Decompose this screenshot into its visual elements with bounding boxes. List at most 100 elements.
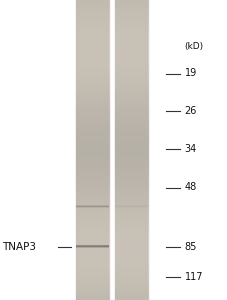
Bar <box>115 125 148 130</box>
Text: 26: 26 <box>184 106 196 116</box>
Bar <box>76 60 109 65</box>
Bar <box>115 275 148 280</box>
Bar <box>115 215 148 220</box>
Bar <box>76 35 109 40</box>
Bar <box>115 35 148 40</box>
Bar <box>76 280 109 285</box>
Bar <box>76 65 109 70</box>
Bar <box>115 60 148 65</box>
Bar <box>76 165 109 170</box>
Bar <box>76 40 109 45</box>
Bar <box>115 120 148 125</box>
Bar <box>115 170 148 175</box>
Text: (kD): (kD) <box>184 42 203 51</box>
Bar <box>115 290 148 295</box>
Bar <box>76 105 109 110</box>
Bar <box>76 244 109 245</box>
Bar <box>76 206 109 207</box>
Bar <box>76 215 109 220</box>
Bar <box>115 160 148 165</box>
Bar <box>115 150 148 155</box>
Bar <box>76 249 109 250</box>
Bar <box>115 45 148 50</box>
Bar <box>76 230 109 235</box>
Bar <box>76 225 109 230</box>
Bar <box>115 207 148 208</box>
Bar <box>115 265 148 270</box>
Bar <box>76 295 109 300</box>
Bar <box>76 190 109 195</box>
Bar <box>115 140 148 145</box>
Bar <box>76 160 109 165</box>
Bar <box>115 70 148 75</box>
Bar <box>76 135 109 140</box>
Text: 19: 19 <box>184 68 196 79</box>
Bar <box>115 110 148 115</box>
Bar <box>115 25 148 30</box>
Bar <box>76 5 109 10</box>
Bar <box>115 220 148 225</box>
Bar <box>76 145 109 150</box>
Bar <box>76 275 109 280</box>
Bar <box>76 55 109 60</box>
Bar <box>115 145 148 150</box>
Bar <box>76 170 109 175</box>
Bar <box>115 95 148 100</box>
Bar <box>115 65 148 70</box>
Bar <box>76 0 109 5</box>
Bar <box>76 235 109 240</box>
Bar <box>76 290 109 295</box>
Bar <box>76 155 109 160</box>
Text: 34: 34 <box>184 144 196 154</box>
Bar <box>76 80 109 85</box>
Bar <box>76 10 109 15</box>
Bar <box>115 55 148 60</box>
Bar <box>115 270 148 275</box>
Bar <box>76 50 109 55</box>
Bar <box>115 20 148 25</box>
Bar <box>76 205 109 210</box>
Bar <box>115 115 148 120</box>
Bar <box>76 110 109 115</box>
Bar <box>115 50 148 55</box>
Bar <box>76 70 109 75</box>
Bar <box>76 247 109 248</box>
Bar <box>115 190 148 195</box>
Bar <box>115 230 148 235</box>
Bar <box>115 185 148 190</box>
Bar <box>76 75 109 80</box>
Bar <box>76 200 109 205</box>
Bar <box>76 246 109 247</box>
Text: TNAP3: TNAP3 <box>2 242 36 252</box>
Bar <box>76 220 109 225</box>
Bar <box>115 175 148 180</box>
Bar <box>76 85 109 90</box>
Bar <box>115 100 148 105</box>
Bar <box>76 245 109 246</box>
Bar <box>115 255 148 260</box>
Bar <box>76 210 109 215</box>
Text: 48: 48 <box>184 182 196 193</box>
Bar <box>115 204 148 205</box>
Bar <box>76 246 109 247</box>
Bar <box>76 100 109 105</box>
Bar <box>115 285 148 290</box>
Bar <box>76 243 109 244</box>
Bar <box>115 280 148 285</box>
Bar <box>115 40 148 45</box>
Bar <box>76 205 109 206</box>
Bar <box>115 208 148 209</box>
Bar <box>115 209 148 210</box>
Bar <box>76 245 109 246</box>
Bar <box>115 135 148 140</box>
Bar <box>76 209 109 210</box>
Bar <box>115 0 148 300</box>
Bar <box>115 30 148 35</box>
Bar <box>76 245 109 250</box>
Bar <box>76 90 109 95</box>
Bar <box>115 15 148 20</box>
Bar <box>76 185 109 190</box>
Bar <box>76 260 109 265</box>
Bar <box>115 165 148 170</box>
Bar <box>115 75 148 80</box>
